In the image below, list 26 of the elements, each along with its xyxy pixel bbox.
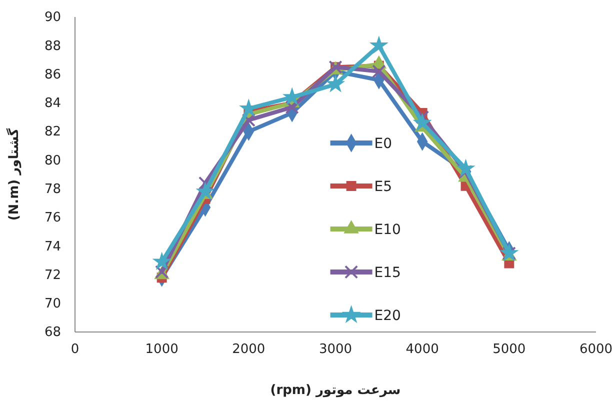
y-tick-label: 90 <box>44 10 61 26</box>
legend-label: E20 <box>374 308 401 324</box>
y-tick-label: 80 <box>44 153 61 168</box>
x-tick-label: 4000 <box>406 342 439 358</box>
y-tick-label: 76 <box>44 210 61 226</box>
legend-label: E5 <box>374 179 392 195</box>
y-tick-label: 82 <box>44 124 61 140</box>
x-tick-label: 1000 <box>145 342 178 358</box>
y-tick-label: 78 <box>44 182 61 197</box>
x-tick-label: 2000 <box>232 342 266 358</box>
y-tick-label: 72 <box>44 268 61 283</box>
y-tick-label: 68 <box>44 325 61 340</box>
y-tick-label: 86 <box>44 67 61 82</box>
x-tick-label: 5000 <box>492 342 526 358</box>
x-axis-title: سرعت موتور (rpm) <box>270 383 401 398</box>
legend-label: E15 <box>374 265 401 281</box>
y-axis-title: گشتاور (N.m) <box>6 128 22 221</box>
y-tick-label: 88 <box>44 38 61 54</box>
legend-label: E10 <box>374 222 401 238</box>
legend-label: E0 <box>374 136 392 152</box>
y-tick-label: 70 <box>44 296 61 312</box>
y-tick-label: 84 <box>44 96 61 112</box>
x-tick-label: 0 <box>70 342 80 358</box>
x-tick-label: 3000 <box>318 342 352 358</box>
y-tick-label: 74 <box>44 239 61 254</box>
x-tick-label: 6000 <box>579 342 613 358</box>
